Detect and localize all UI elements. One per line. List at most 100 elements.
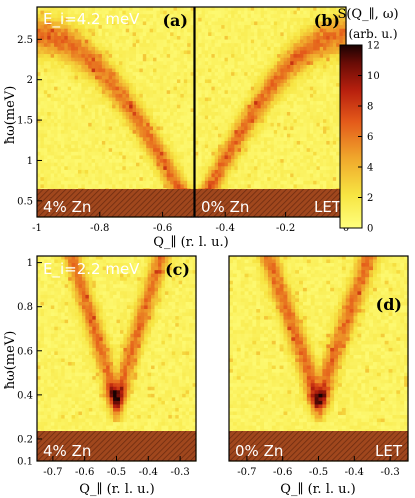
heatmap-cell	[125, 83, 130, 88]
heatmap-cell	[250, 14, 255, 19]
heatmap-cell	[329, 86, 334, 91]
heatmap-cell	[139, 90, 144, 95]
heatmap-cell	[260, 39, 265, 44]
heatmap-cell	[187, 177, 192, 182]
heatmap-cell	[240, 61, 245, 66]
heatmap-cell	[198, 137, 203, 142]
heatmap-cell	[88, 21, 93, 26]
heatmap-cell	[211, 177, 216, 182]
heatmap-cell	[280, 79, 285, 84]
heatmap-cell	[257, 97, 262, 102]
heatmap-cell	[257, 101, 262, 106]
heatmap-cell	[309, 184, 314, 189]
heatmap-cell	[101, 17, 106, 23]
heatmap-cell	[77, 173, 82, 178]
heatmap-cell	[81, 64, 86, 70]
heatmap-cell	[88, 35, 93, 41]
heatmap-cell	[149, 28, 154, 33]
heatmap-cell	[201, 126, 206, 131]
heatmap-cell	[170, 166, 175, 171]
heatmap-cell	[227, 115, 232, 120]
heatmap-cell	[74, 119, 79, 124]
heatmap-cell	[146, 112, 151, 117]
heatmap-cell	[290, 21, 295, 26]
heatmap-cell	[267, 75, 272, 81]
heatmap-cell	[101, 162, 106, 167]
heatmap-cell	[67, 93, 72, 99]
heatmap-cell	[336, 180, 341, 186]
heatmap-cell	[135, 86, 140, 91]
heatmap-cell	[224, 90, 229, 95]
heatmap-cell	[309, 17, 314, 23]
heatmap-cell	[277, 14, 281, 19]
heatmap-cell	[166, 43, 171, 48]
heatmap-cell	[244, 86, 249, 91]
heatmap-cell	[332, 61, 337, 66]
heatmap-cell	[84, 43, 89, 48]
heatmap-cell	[309, 10, 314, 15]
heatmap-cell	[57, 177, 62, 182]
heatmap-cell	[176, 166, 181, 171]
heatmap-cell	[293, 64, 298, 70]
heatmap-cell	[231, 101, 235, 106]
heatmap-cell	[173, 97, 178, 102]
heatmap-cell	[95, 61, 100, 66]
y-ticks-a: 0.511.522.5	[17, 35, 42, 207]
heatmap-cell	[217, 72, 222, 77]
heatmap-cell	[159, 32, 164, 37]
heatmap-cell	[300, 35, 304, 41]
heatmap-cell	[47, 39, 52, 44]
heatmap-cell	[208, 61, 213, 66]
heatmap-cell	[57, 83, 62, 88]
heatmap-cell	[125, 7, 130, 12]
heatmap-cell	[263, 64, 268, 70]
heatmap-cell	[257, 25, 262, 30]
heatmap-cell	[84, 155, 89, 160]
heatmap-cell	[67, 57, 72, 62]
heatmap-cell	[231, 126, 235, 131]
heatmap-cell	[336, 130, 341, 135]
heatmap-cell	[142, 166, 147, 171]
heatmap-cell	[293, 169, 298, 175]
heatmap-cell	[316, 68, 321, 73]
heatmap-cell	[316, 57, 321, 62]
heatmap-cell	[77, 137, 82, 142]
heatmap-cell	[326, 93, 331, 99]
heatmap-cell	[214, 64, 219, 70]
heatmap-cell	[270, 166, 275, 171]
heatmap-cell	[183, 104, 188, 109]
heatmap-cell	[296, 21, 301, 26]
heatmap-cell	[201, 119, 206, 124]
heatmap-cell	[250, 28, 255, 33]
heatmap-cell	[263, 155, 268, 160]
heatmap-cell	[195, 17, 199, 23]
heatmap-cell	[300, 112, 304, 117]
heatmap-cell	[125, 155, 130, 160]
heatmap-cell	[180, 155, 185, 160]
heatmap-cell	[40, 54, 45, 59]
heatmap-cell	[43, 86, 48, 91]
heatmap-cell	[267, 28, 272, 33]
heatmap-cell	[277, 97, 281, 102]
heatmap-cell	[211, 86, 216, 91]
heatmap-cell	[319, 184, 324, 189]
heatmap-cell	[240, 97, 245, 102]
heatmap-cell	[43, 54, 48, 59]
heatmap-cell	[132, 162, 137, 167]
heatmap-cell	[139, 64, 144, 70]
heatmap-cell	[95, 133, 100, 138]
heatmap-cell	[313, 14, 318, 19]
heatmap-cell	[280, 93, 285, 99]
heatmap-cell	[176, 25, 181, 30]
heatmap-cell	[153, 54, 158, 59]
heatmap-cell	[84, 10, 89, 15]
heatmap-cell	[159, 54, 164, 59]
heatmap-cell	[280, 32, 285, 37]
heatmap-cell	[163, 39, 168, 44]
heatmap-cell	[309, 68, 314, 73]
heatmap-cell	[166, 166, 171, 171]
heatmap-cell	[81, 79, 86, 84]
heatmap-cell	[139, 148, 144, 153]
heatmap-cell	[67, 17, 72, 23]
heatmap-cell	[166, 177, 171, 182]
